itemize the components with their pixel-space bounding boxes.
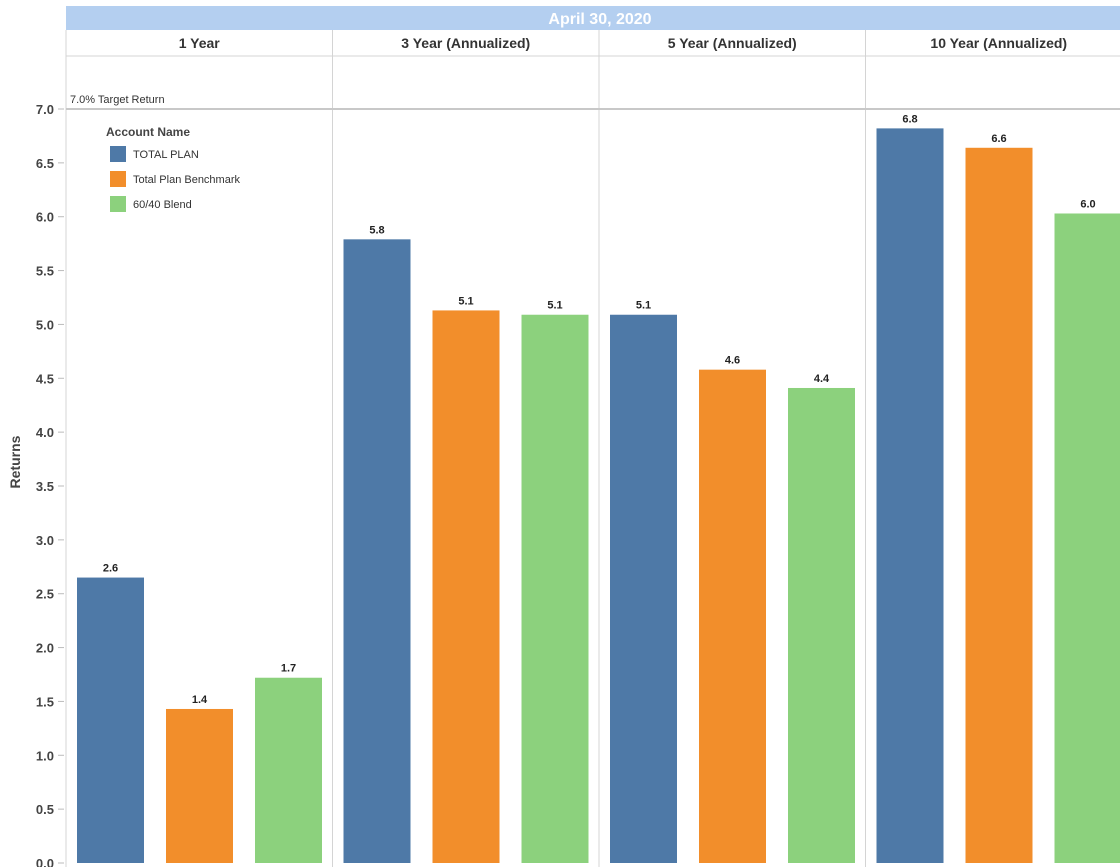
y-tick-label: 7.0 [36, 102, 54, 117]
column-header: 10 Year (Annualized) [930, 35, 1067, 51]
data-label: 5.1 [547, 300, 562, 312]
y-axis: 0.0 0.5 1.0 1.5 2.0 2.5 3.0 3.5 4.0 4.5 5.0 5.5 6.0 6… [36, 102, 64, 867]
y-tick-label: 5.0 [36, 317, 54, 332]
y-tick-label: 2.5 [36, 587, 54, 602]
y-tick-label: 4.5 [36, 371, 54, 386]
data-label: 2.6 [103, 563, 118, 575]
legend-swatch [110, 171, 126, 187]
legend-label: TOTAL PLAN [133, 149, 199, 161]
y-tick-label: 3.0 [36, 533, 54, 548]
bar [876, 128, 944, 864]
bar [965, 147, 1033, 863]
data-label: 5.1 [636, 300, 651, 312]
y-tick-label: 0.0 [36, 856, 54, 867]
data-label: 6.0 [1080, 198, 1095, 210]
title-band [66, 6, 1120, 30]
y-tick-label: 5.5 [36, 264, 54, 279]
column-header: 5 Year (Annualized) [668, 35, 797, 51]
bar [77, 577, 144, 863]
y-tick-label: 0.5 [36, 802, 54, 817]
legend: Account Name TOTAL PLAN Total Plan Benchm… [106, 125, 240, 212]
legend-label: 60/40 Blend [133, 199, 192, 211]
y-tick-label: 6.0 [36, 210, 54, 225]
data-label: 4.6 [725, 355, 740, 367]
legend-swatch [110, 196, 126, 212]
y-tick-label: 6.5 [36, 156, 54, 171]
data-label: 5.1 [458, 295, 473, 307]
column-headers: 1 Year 3 Year (Annualized) 5 Year (Annuali… [179, 35, 1067, 51]
bar [610, 314, 677, 864]
y-axis-label: Returns [7, 435, 23, 488]
bar [432, 310, 500, 863]
data-label: 6.6 [991, 133, 1006, 145]
data-label: 1.4 [192, 694, 208, 706]
panel-dividers [65, 30, 1120, 867]
data-label: 1.7 [281, 663, 296, 675]
bar [255, 677, 322, 863]
data-label: 4.4 [814, 373, 830, 385]
bars: 2.6 1.4 1.7 5.8 5.1 5.1 5.1 4.6 4.4 6.8 6.6 6.0 [77, 113, 1120, 864]
target-return-label: 7.0% Target Return [70, 94, 165, 106]
legend-swatch [110, 146, 126, 162]
y-tick-label: 4.0 [36, 425, 54, 440]
legend-title: Account Name [106, 125, 190, 139]
column-header: 1 Year [179, 35, 221, 51]
y-tick-label: 1.5 [36, 694, 54, 709]
bar [699, 369, 766, 863]
bar [1054, 213, 1120, 864]
bar [166, 708, 233, 863]
column-header: 3 Year (Annualized) [401, 35, 530, 51]
bar [788, 387, 855, 863]
data-label: 5.8 [369, 224, 384, 236]
chart-title: April 30, 2020 [548, 11, 651, 28]
y-tick-label: 2.0 [36, 641, 54, 656]
legend-label: Total Plan Benchmark [133, 174, 240, 186]
data-label: 6.8 [902, 113, 917, 125]
y-tick-label: 3.5 [36, 479, 54, 494]
bar [521, 314, 589, 864]
y-tick-label: 1.0 [36, 748, 54, 763]
bar [343, 239, 411, 863]
